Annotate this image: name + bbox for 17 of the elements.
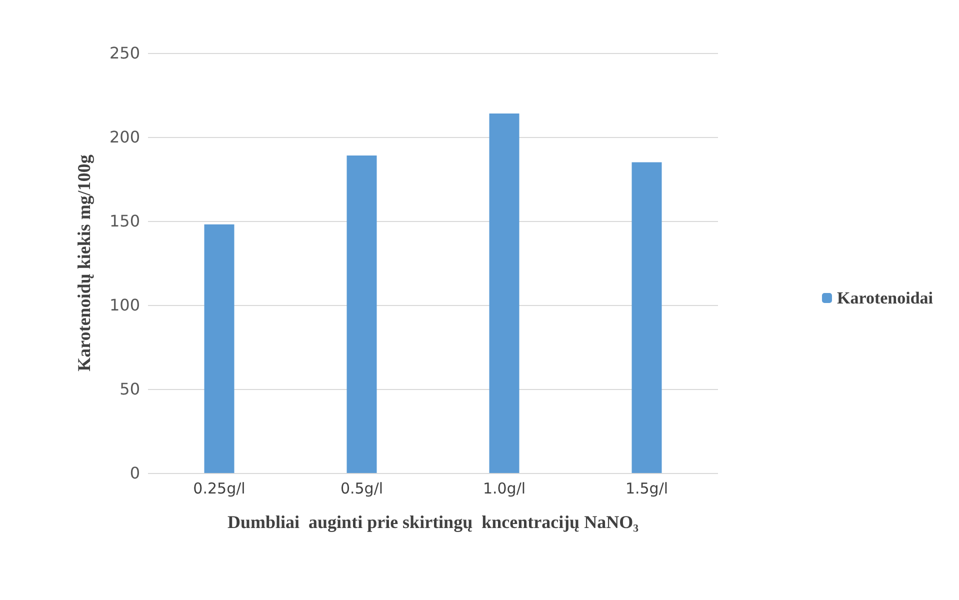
- x-tick-label: 1.0g/l: [482, 480, 526, 498]
- y-tick-label: 250: [109, 44, 140, 62]
- bar: [632, 162, 662, 473]
- bar: [204, 224, 234, 473]
- y-tick-label: 100: [109, 296, 140, 314]
- x-tick-label: 0.5g/l: [340, 480, 384, 498]
- y-tick-label: 150: [109, 212, 140, 230]
- y-tick-label: 0: [130, 464, 140, 482]
- y-tick-label: 50: [120, 380, 140, 398]
- x-tick-label: 1.5g/l: [625, 480, 668, 498]
- y-tick-label: 200: [109, 128, 140, 146]
- legend-label: Karotenoidai: [836, 288, 934, 308]
- x-axis-title: Dumbliai auginti prie skirtingų kncentracijų NaNO₃: [228, 512, 640, 532]
- x-tick-label: 0.25g/l: [193, 480, 246, 498]
- bar: [489, 113, 520, 473]
- bar: [346, 155, 377, 473]
- y-axis-title: Karotenoidų kiekis mg/100g: [74, 154, 94, 372]
